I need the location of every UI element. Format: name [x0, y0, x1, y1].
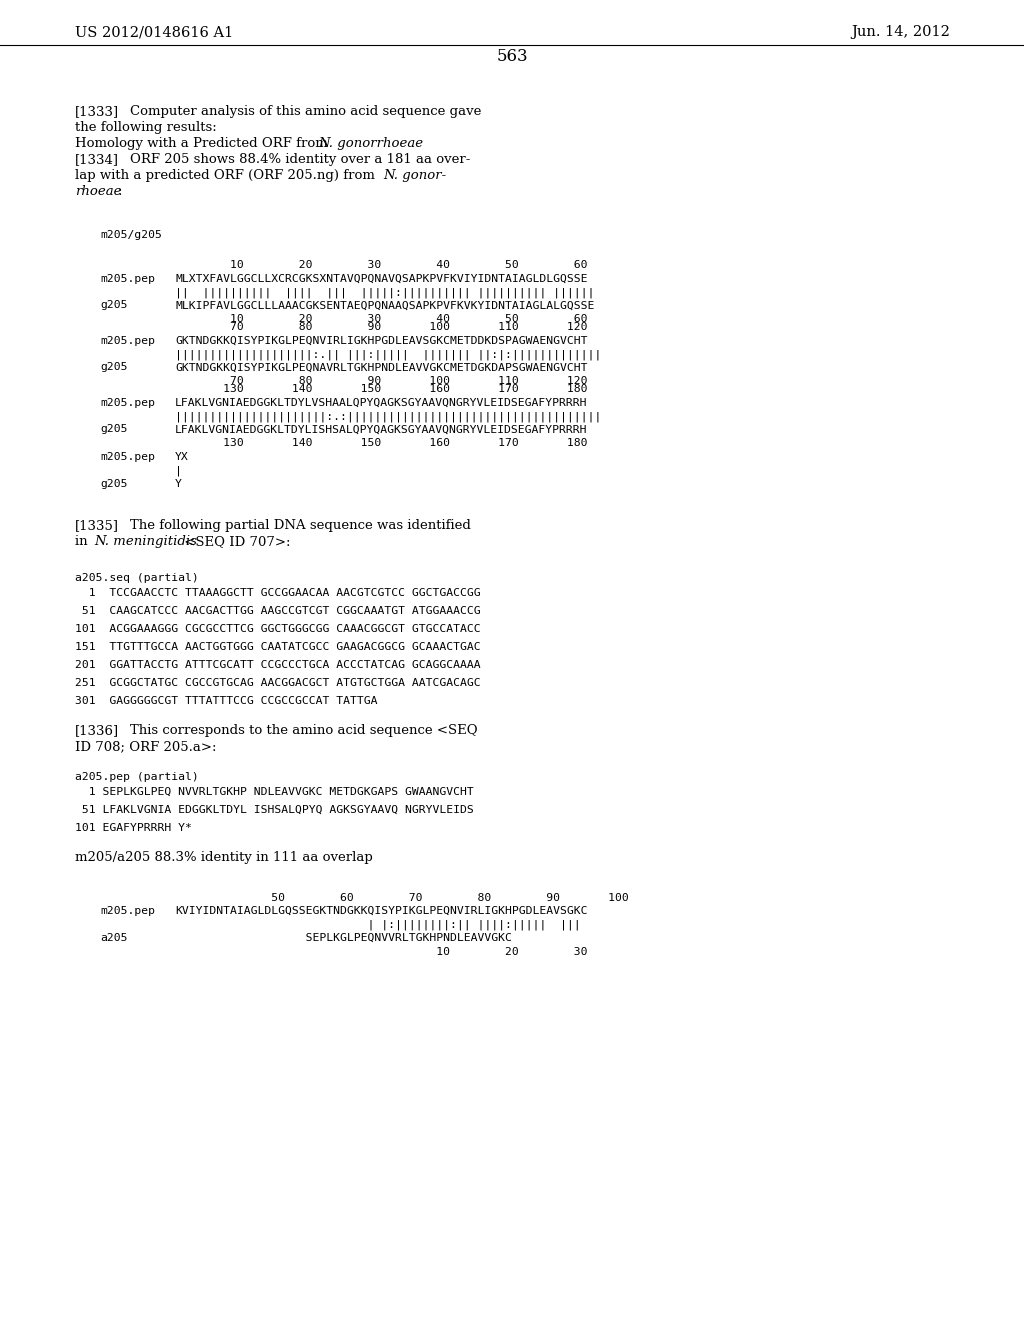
Text: MLXTXFAVLGGCLLXCRCGKSXNTAVQPQNAVQSAPKPVFKVIYIDNTAIAGLDLGQSSE: MLXTXFAVLGGCLLXCRCGKSXNTAVQPQNAVQSAPKPVF…: [175, 273, 588, 284]
Text: 251  GCGGCTATGC CGCCGTGCAG AACGGACGCT ATGTGCTGGA AATCGACAGC: 251 GCGGCTATGC CGCCGTGCAG AACGGACGCT ATG…: [75, 678, 480, 688]
Text: 70        80        90       100       110       120: 70 80 90 100 110 120: [175, 376, 588, 385]
Text: 101 EGAFYPRRRH Y*: 101 EGAFYPRRRH Y*: [75, 822, 191, 833]
Text: m205/a205 88.3% identity in 111 aa overlap: m205/a205 88.3% identity in 111 aa overl…: [75, 850, 373, 863]
Text: |: |: [175, 466, 182, 477]
Text: a205: a205: [100, 933, 128, 944]
Text: SEPLKGLPEQNVVRLTGKHPNDLEAVVGKC: SEPLKGLPEQNVVRLTGKHPNDLEAVVGKC: [175, 933, 512, 944]
Text: | |:||||||||:|| ||||:|||||  |||: | |:||||||||:|| ||||:||||| |||: [175, 920, 581, 931]
Text: g205: g205: [100, 301, 128, 310]
Text: m205.pep: m205.pep: [100, 907, 155, 916]
Text: g205: g205: [100, 363, 128, 372]
Text: Y: Y: [175, 479, 182, 488]
Text: ID 708; ORF 205.a>:: ID 708; ORF 205.a>:: [75, 739, 216, 752]
Text: GKTNDGKKQISYPIKGLPEQNVIRLIGKHPGDLEAVSGKCMETDDKDSPAGWAENGVCHT: GKTNDGKKQISYPIKGLPEQNVIRLIGKHPGDLEAVSGKC…: [175, 335, 588, 346]
Text: m205.pep: m205.pep: [100, 451, 155, 462]
Text: a205.pep (partial): a205.pep (partial): [75, 772, 199, 781]
Text: 130       140       150       160       170       180: 130 140 150 160 170 180: [175, 384, 588, 393]
Text: [1336]: [1336]: [75, 723, 119, 737]
Text: N. meningitidis: N. meningitidis: [94, 535, 197, 548]
Text: 301  GAGGGGGCGT TTTATTTCCG CCGCCGCCAT TATTGA: 301 GAGGGGGCGT TTTATTTCCG CCGCCGCCAT TAT…: [75, 696, 378, 706]
Text: Computer analysis of this amino acid sequence gave: Computer analysis of this amino acid seq…: [130, 106, 481, 117]
Text: lap with a predicted ORF (ORF 205.ng) from: lap with a predicted ORF (ORF 205.ng) fr…: [75, 169, 379, 182]
Text: 1  TCCGAACCTC TTAAAGGCTT GCCGGAACAA AACGTCGTCC GGCTGACCGG: 1 TCCGAACCTC TTAAAGGCTT GCCGGAACAA AACGT…: [75, 587, 480, 598]
Text: Homology with a Predicted ORF from: Homology with a Predicted ORF from: [75, 137, 332, 150]
Text: US 2012/0148616 A1: US 2012/0148616 A1: [75, 25, 233, 40]
Text: <SEQ ID 707>:: <SEQ ID 707>:: [180, 535, 291, 548]
Text: m205.pep: m205.pep: [100, 335, 155, 346]
Text: 50        60        70        80        90       100: 50 60 70 80 90 100: [175, 892, 629, 903]
Text: 10        20        30: 10 20 30: [175, 946, 588, 957]
Text: m205.pep: m205.pep: [100, 273, 155, 284]
Text: :: :: [118, 185, 123, 198]
Text: 51  CAAGCATCCC AACGACTTGG AAGCCGTCGT CGGCAAATGT ATGGAAACCG: 51 CAAGCATCCC AACGACTTGG AAGCCGTCGT CGGC…: [75, 606, 480, 616]
Text: 51 LFAKLVGNIA EDGGKLTDYL ISHSALQPYQ AGKSGYAAVQ NGRYVLEIDS: 51 LFAKLVGNIA EDGGKLTDYL ISHSALQPYQ AGKS…: [75, 805, 474, 814]
Text: g205: g205: [100, 425, 128, 434]
Text: ||||||||||||||||||||:.|| |||:|||||  ||||||| ||:|:|||||||||||||: ||||||||||||||||||||:.|| |||:||||| |||||…: [175, 348, 601, 359]
Text: MLKIPFAVLGGCLLLAAACGKSENTAEQPQNAAQSAPKPVFKVKYIDNTAIAGLALGQSSE: MLKIPFAVLGGCLLLAAACGKSENTAEQPQNAAQSAPKPV…: [175, 301, 594, 310]
Text: 151  TTGTTTGCCA AACTGGTGGG CAATATCGCC GAAGACGGCG GCAAACTGAC: 151 TTGTTTGCCA AACTGGTGGG CAATATCGCC GAA…: [75, 642, 480, 652]
Text: 10        20        30        40        50        60: 10 20 30 40 50 60: [175, 314, 588, 323]
Text: [1335]: [1335]: [75, 519, 119, 532]
Text: LFAKLVGNIAEDGGKLTDYLISHSALQPYQAGKSGYAAVQNGRYVLEIDSEGAFYPRRRH: LFAKLVGNIAEDGGKLTDYLISHSALQPYQAGKSGYAAVQ…: [175, 425, 588, 434]
Text: ||||||||||||||||||||||:.:|||||||||||||||||||||||||||||||||||||: ||||||||||||||||||||||:.:|||||||||||||||…: [175, 411, 601, 421]
Text: YX: YX: [175, 451, 188, 462]
Text: 1 SEPLKGLPEQ NVVRLTGKHP NDLEAVVGKC METDGKGAPS GWAANGVCHT: 1 SEPLKGLPEQ NVVRLTGKHP NDLEAVVGKC METDG…: [75, 787, 474, 797]
Text: The following partial DNA sequence was identified: The following partial DNA sequence was i…: [130, 519, 471, 532]
Text: 563: 563: [497, 48, 527, 65]
Text: GKTNDGKKQISYPIKGLPEQNAVRLTGKHPNDLEAVVGKCMETDGKDAPSGWAENGVCHT: GKTNDGKKQISYPIKGLPEQNAVRLTGKHPNDLEAVVGKC…: [175, 363, 588, 372]
Text: [1334]: [1334]: [75, 153, 119, 166]
Text: KVIYIDNTAIAGLDLGQSSEGKTNDGKKQISYPIKGLPEQNVIRLIGKHPGDLEAVSGKC: KVIYIDNTAIAGLDLGQSSEGKTNDGKKQISYPIKGLPEQ…: [175, 907, 588, 916]
Text: m205.pep: m205.pep: [100, 397, 155, 408]
Text: N. gonor-: N. gonor-: [383, 169, 446, 182]
Text: 101  ACGGAAAGGG CGCGCCTTCG GGCTGGGCGG CAAACGGCGT GTGCCATACC: 101 ACGGAAAGGG CGCGCCTTCG GGCTGGGCGG CAA…: [75, 624, 480, 634]
Text: Jun. 14, 2012: Jun. 14, 2012: [851, 25, 950, 40]
Text: N. gonorrhoeae: N. gonorrhoeae: [318, 137, 423, 150]
Text: This corresponds to the amino acid sequence <SEQ: This corresponds to the amino acid seque…: [130, 723, 477, 737]
Text: 201  GGATTACCTG ATTTCGCATT CCGCCCTGCA ACCCTATCAG GCAGGCAAAA: 201 GGATTACCTG ATTTCGCATT CCGCCCTGCA ACC…: [75, 660, 480, 669]
Text: 70        80        90       100       110       120: 70 80 90 100 110 120: [175, 322, 588, 333]
Text: a205.seq (partial): a205.seq (partial): [75, 573, 199, 583]
Text: ORF 205 shows 88.4% identity over a 181 aa over-: ORF 205 shows 88.4% identity over a 181 …: [130, 153, 470, 166]
Text: m205/g205: m205/g205: [100, 230, 162, 240]
Text: rhoeae: rhoeae: [75, 185, 122, 198]
Text: ||  ||||||||||  ||||  |||  |||||:|||||||||| |||||||||| ||||||: || |||||||||| |||| ||| |||||:|||||||||| …: [175, 286, 594, 297]
Text: 10        20        30        40        50        60: 10 20 30 40 50 60: [175, 260, 588, 271]
Text: in: in: [75, 535, 92, 548]
Text: 130       140       150       160       170       180: 130 140 150 160 170 180: [175, 438, 588, 447]
Text: [1333]: [1333]: [75, 106, 119, 117]
Text: g205: g205: [100, 479, 128, 488]
Text: the following results:: the following results:: [75, 121, 217, 135]
Text: LFAKLVGNIAEDGGKLTDYLVSHAALQPYQAGKSGYAAVQNGRYVLEIDSEGAFYPRRRH: LFAKLVGNIAEDGGKLTDYLVSHAALQPYQAGKSGYAAVQ…: [175, 397, 588, 408]
